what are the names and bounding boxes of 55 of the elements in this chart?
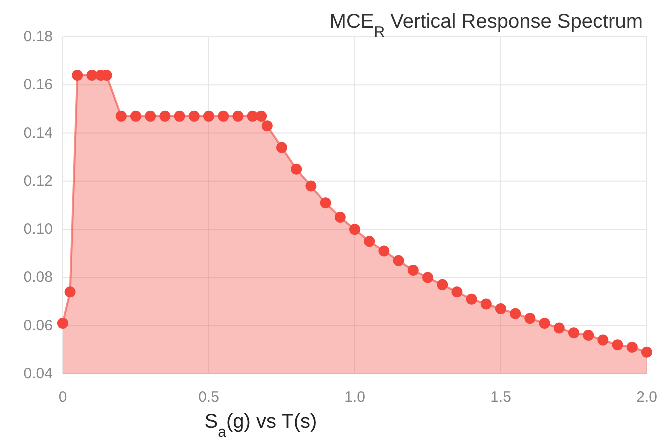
point [452, 286, 463, 298]
point [408, 264, 419, 276]
point [539, 318, 550, 329]
point [568, 328, 580, 339]
point [422, 272, 434, 284]
point [378, 246, 390, 257]
chart-title: MCE$_{R}$ Vertical Response Spectrum [330, 11, 643, 40]
y-tick-label: 0.16 [24, 76, 53, 94]
x-tick-label: 1.0 [344, 389, 366, 406]
x-tick-label: 2.0 [636, 389, 658, 406]
x-tick-label: 0 [58, 389, 68, 406]
point [642, 346, 652, 358]
y-tick-label: 0.18 [24, 28, 53, 46]
point [393, 255, 404, 266]
point [262, 120, 273, 132]
point [64, 286, 76, 298]
x-tick-label: 0.5 [198, 389, 220, 406]
x-tick-label: 1.5 [490, 389, 512, 406]
point [116, 110, 127, 122]
point [583, 330, 594, 341]
point [276, 142, 288, 154]
point [612, 340, 624, 351]
point [72, 70, 84, 82]
point [145, 110, 156, 122]
y-tick-label: 0.10 [24, 221, 53, 238]
y-tick-label: 0.12 [24, 172, 53, 190]
point [306, 180, 317, 192]
point [218, 110, 230, 122]
point [480, 298, 492, 310]
y-tick-label: 0.06 [24, 317, 53, 334]
point [291, 164, 302, 175]
y-tick-label: 0.04 [24, 366, 53, 382]
point [437, 279, 448, 290]
point [364, 236, 376, 248]
x-axis-title: S$_{a}$(g) vs T(s) [204, 411, 318, 437]
point [188, 110, 200, 122]
point [204, 110, 214, 122]
point [554, 322, 565, 334]
point [160, 110, 171, 122]
point [510, 308, 522, 320]
y-tick-label: 0.14 [24, 124, 53, 142]
point [320, 198, 332, 209]
point [130, 110, 142, 122]
point [334, 212, 346, 224]
y-tick-label: 0.08 [24, 269, 53, 286]
point [466, 294, 478, 305]
point [626, 342, 638, 354]
point [350, 224, 360, 236]
point [174, 110, 186, 122]
point [232, 110, 244, 122]
point [598, 334, 609, 346]
point [524, 313, 536, 324]
point [256, 110, 268, 122]
point [58, 318, 68, 329]
point [496, 304, 506, 315]
